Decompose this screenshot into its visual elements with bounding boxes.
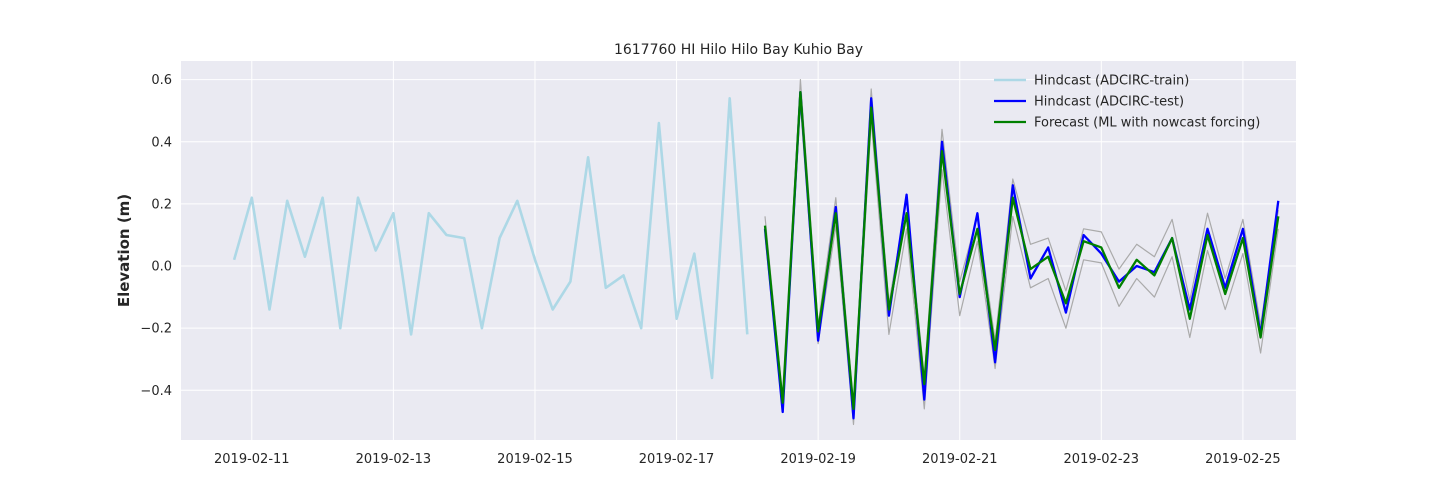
y-axis-ticks: −0.4 −0.2 0.0 0.2 0.4 0.6 bbox=[140, 73, 172, 399]
legend-label: Hindcast (ADCIRC-test) bbox=[1034, 95, 1184, 110]
series-line-2 bbox=[763, 90, 1280, 411]
legend: Hindcast (ADCIRC-train) Hindcast (ADCIRC-… bbox=[994, 74, 1260, 131]
y-tick-label: −0.2 bbox=[140, 322, 172, 337]
series-layer bbox=[232, 78, 1280, 426]
x-tick-label: 2019-02-15 bbox=[497, 452, 573, 467]
x-tick-label: 2019-02-19 bbox=[780, 452, 856, 467]
chart-title: 1617760 HI Hilo Hilo Bay Kuhio Bay bbox=[614, 42, 863, 58]
y-axis-label: Elevation (m) bbox=[115, 194, 133, 307]
y-tick-label: 0.2 bbox=[151, 197, 172, 212]
y-tick-label: −0.4 bbox=[140, 384, 172, 399]
x-axis-ticks: 2019-02-11 2019-02-13 2019-02-15 2019-02-17… bbox=[214, 452, 1281, 467]
x-tick-label: 2019-02-11 bbox=[214, 452, 290, 467]
legend-label: Hindcast (ADCIRC-train) bbox=[1034, 74, 1189, 89]
x-tick-label: 2019-02-17 bbox=[639, 452, 715, 467]
legend-label: Forecast (ML with nowcast forcing) bbox=[1034, 116, 1260, 131]
y-tick-label: 0.0 bbox=[151, 260, 172, 275]
series-line-0 bbox=[232, 97, 749, 380]
x-tick-label: 2019-02-25 bbox=[1205, 452, 1281, 467]
x-tick-label: 2019-02-23 bbox=[1064, 452, 1140, 467]
x-tick-label: 2019-02-13 bbox=[356, 452, 432, 467]
y-tick-label: 0.6 bbox=[151, 73, 172, 88]
y-tick-label: 0.4 bbox=[151, 135, 172, 150]
x-tick-label: 2019-02-21 bbox=[922, 452, 998, 467]
